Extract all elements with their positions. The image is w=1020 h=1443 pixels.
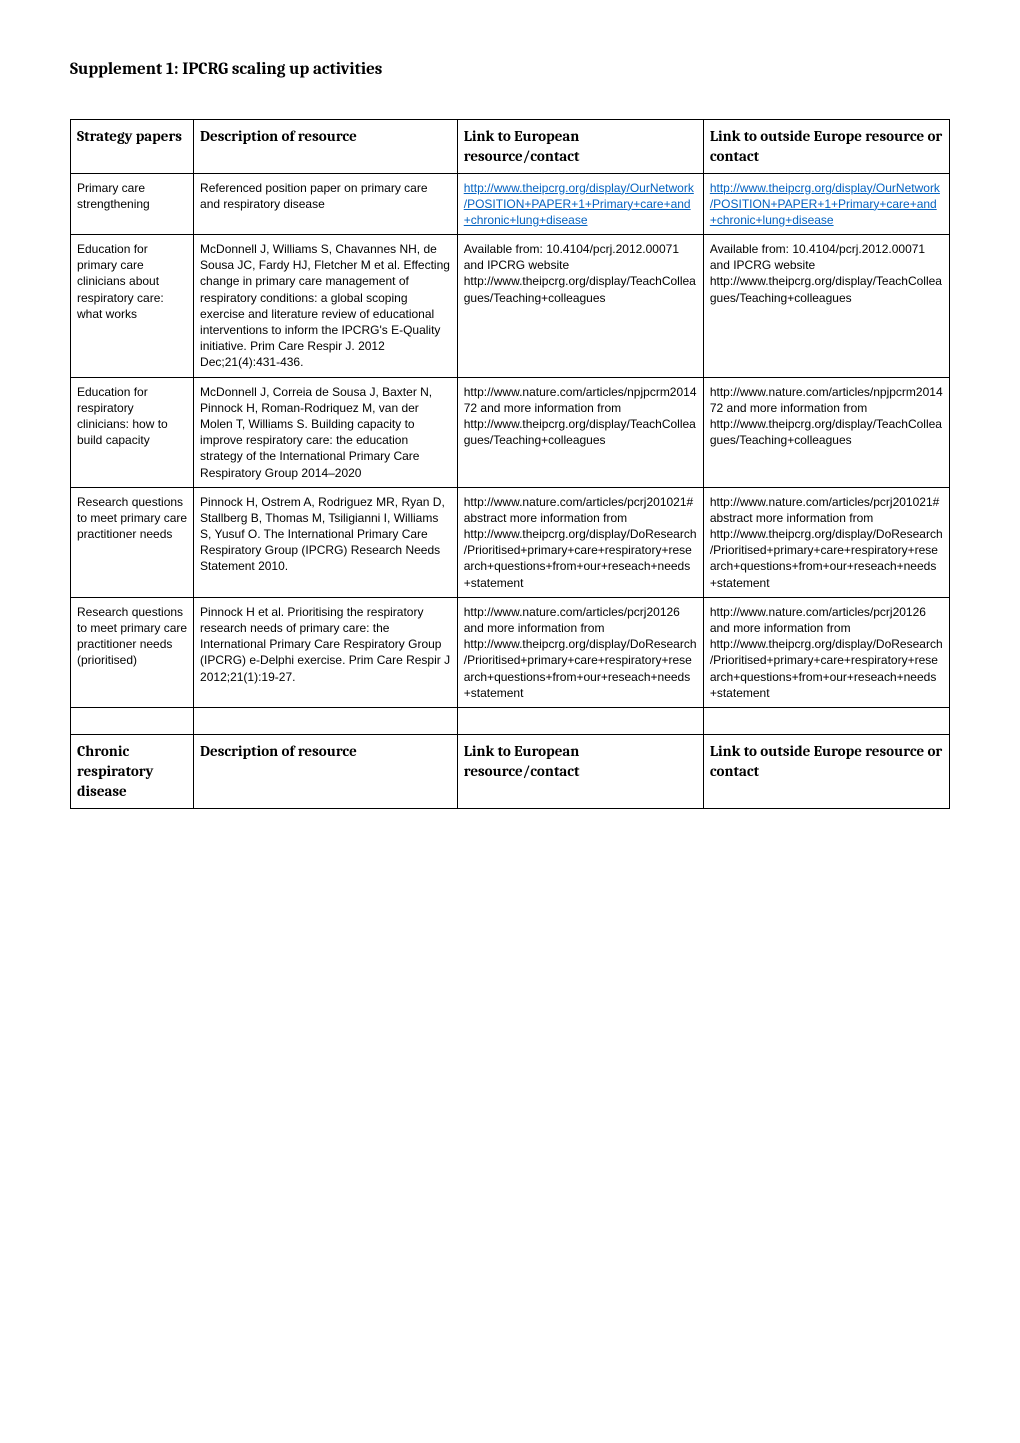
table-header-row: Strategy papers Description of resource …	[71, 120, 950, 174]
cell-europe: Available from: 10.4104/pcrj.2012.00071 …	[457, 235, 703, 378]
cell-europe: http://www.nature.com/articles/pcrj20126…	[457, 597, 703, 707]
section-col3: Link to European resource/contact	[457, 734, 703, 808]
cell-strategy: Primary care strengthening	[71, 173, 194, 235]
cell-europe: http://www.nature.com/articles/pcrj20102…	[457, 487, 703, 597]
cell-outside: http://www.nature.com/articles/pcrj20102…	[703, 487, 949, 597]
table-row: Education for respiratory clinicians: ho…	[71, 377, 950, 487]
cell-outside: Available from: 10.4104/pcrj.2012.00071 …	[703, 235, 949, 378]
cell-description: Pinnock H, Ostrem A, Rodriguez MR, Ryan …	[194, 487, 458, 597]
header-description: Description of resource	[194, 120, 458, 174]
cell-strategy: Research questions to meet primary care …	[71, 597, 194, 707]
spacer-row	[71, 707, 950, 734]
section-col1: Chronic respiratory disease	[71, 734, 194, 808]
outside-link[interactable]: http://www.theipcrg.org/display/OurNetwo…	[710, 181, 940, 227]
cell-description: Referenced position paper on primary car…	[194, 173, 458, 235]
cell-strategy: Education for respiratory clinicians: ho…	[71, 377, 194, 487]
cell-outside: http://www.nature.com/articles/pcrj20126…	[703, 597, 949, 707]
header-strategy: Strategy papers	[71, 120, 194, 174]
header-outside: Link to outside Europe resource or conta…	[703, 120, 949, 174]
page-title: Supplement 1: IPCRG scaling up activitie…	[70, 60, 950, 79]
section-header-row: Chronic respiratory disease Description …	[71, 734, 950, 808]
cell-outside: http://www.nature.com/articles/npjpcrm20…	[703, 377, 949, 487]
cell-description: McDonnell J, Williams S, Chavannes NH, d…	[194, 235, 458, 378]
table-row: Research questions to meet primary care …	[71, 597, 950, 707]
europe-link[interactable]: http://www.theipcrg.org/display/OurNetwo…	[464, 181, 694, 227]
cell-description: McDonnell J, Correia de Sousa J, Baxter …	[194, 377, 458, 487]
cell-europe: http://www.nature.com/articles/npjpcrm20…	[457, 377, 703, 487]
cell-description: Pinnock H et al. Prioritising the respir…	[194, 597, 458, 707]
cell-strategy: Research questions to meet primary care …	[71, 487, 194, 597]
cell-outside: http://www.theipcrg.org/display/OurNetwo…	[703, 173, 949, 235]
table-row: Education for primary care clinicians ab…	[71, 235, 950, 378]
section-col4: Link to outside Europe resource or conta…	[703, 734, 949, 808]
table-row: Primary care strengthening Referenced po…	[71, 173, 950, 235]
resource-table: Strategy papers Description of resource …	[70, 119, 950, 809]
cell-strategy: Education for primary care clinicians ab…	[71, 235, 194, 378]
cell-europe: http://www.theipcrg.org/display/OurNetwo…	[457, 173, 703, 235]
header-europe: Link to European resource/contact	[457, 120, 703, 174]
section-col2: Description of resource	[194, 734, 458, 808]
table-row: Research questions to meet primary care …	[71, 487, 950, 597]
